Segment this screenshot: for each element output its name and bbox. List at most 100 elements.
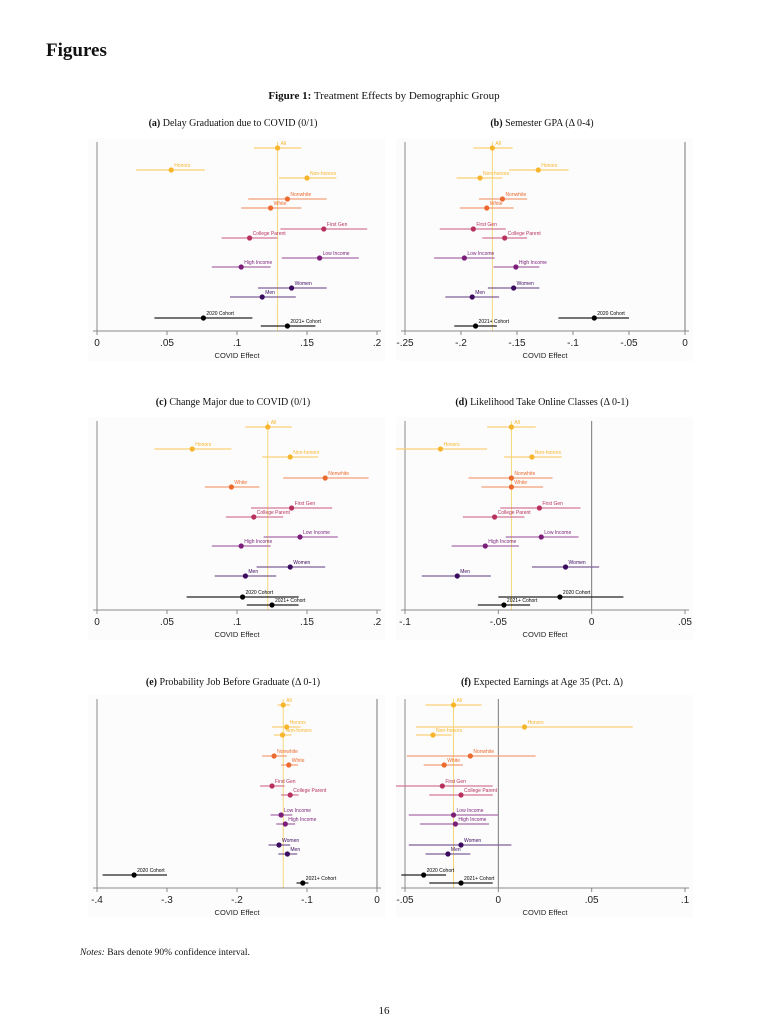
x-tick-label: -.3 xyxy=(161,895,173,906)
point-estimate xyxy=(470,226,476,232)
data-point-low-income: Low Income xyxy=(263,530,338,540)
point-label: All xyxy=(286,698,292,704)
point-estimate xyxy=(450,702,457,708)
data-point-2021-cohort: 2021+ Cohort xyxy=(454,319,510,329)
point-label: College Parent xyxy=(508,231,542,237)
point-label: Nonwhite xyxy=(514,471,535,477)
point-estimate xyxy=(251,514,257,520)
point-label: 2020 Cohort xyxy=(597,311,625,317)
point-label: 2020 Cohort xyxy=(206,311,234,317)
x-tick-label: .05 xyxy=(160,617,174,628)
point-estimate xyxy=(322,475,328,481)
point-estimate xyxy=(557,594,563,600)
point-label: High Income xyxy=(519,260,547,266)
point-label: White xyxy=(447,758,460,764)
data-point-college-parent: College Parent xyxy=(462,510,531,520)
panel-title-a: (a) Delay Graduation due to COVID (0/1) xyxy=(83,118,383,129)
point-label: All xyxy=(281,141,287,147)
point-estimate xyxy=(484,205,490,211)
panel-label-f: (f) xyxy=(461,677,472,688)
data-point-2020-cohort: 2020 Cohort xyxy=(498,590,624,600)
data-point-high-income: High Income xyxy=(493,260,547,270)
point-label: 2020 Cohort xyxy=(427,868,455,874)
data-point-nonwhite: Nonwhite xyxy=(406,749,536,759)
point-label: Non-honors xyxy=(293,450,320,456)
point-estimate xyxy=(287,792,293,798)
point-estimate xyxy=(289,505,295,511)
point-label: Low Income xyxy=(467,251,494,257)
point-label: Nonwhite xyxy=(290,192,311,198)
panel-title-text-c: Change Major due to COVID (0/1) xyxy=(169,397,311,408)
figure-label: Figure 1: xyxy=(268,90,312,102)
point-estimate xyxy=(529,454,535,460)
point-label: 2021+ Cohort xyxy=(479,319,510,325)
data-point-2021-cohort: 2021+ Cohort xyxy=(429,876,495,886)
page-number: 16 xyxy=(378,1005,390,1017)
data-point-honors: Honors xyxy=(396,442,488,452)
chart-panel-e: -.4 -.3 -.2 -.1 0 COVID Effect All Honors Non-ho… xyxy=(88,695,385,918)
point-label: Women xyxy=(517,281,534,287)
data-point-college-parent: College Parent xyxy=(482,231,541,241)
point-estimate xyxy=(300,880,306,886)
plot-background xyxy=(396,417,693,640)
data-point-2021-cohort: 2021+ Cohort xyxy=(260,319,321,329)
chart-panel-d: -.1 -.05 0 .05 COVID Effect All Honors Non-hono… xyxy=(396,417,693,640)
panel-title-b: (b) Semester GPA (Δ 0-4) xyxy=(392,118,692,129)
point-estimate xyxy=(439,783,445,789)
data-point-high-income: High Income xyxy=(211,539,272,549)
point-estimate xyxy=(238,264,244,270)
point-label: 2021+ Cohort xyxy=(464,876,495,882)
x-tick-label: .05 xyxy=(585,895,599,906)
data-point-men: Men xyxy=(214,569,277,579)
point-label: First Gen xyxy=(295,501,316,507)
point-label: Low Income xyxy=(544,530,571,536)
section-heading: Figures xyxy=(46,40,107,61)
point-estimate xyxy=(268,205,274,211)
x-axis-label: COVID Effect xyxy=(215,630,261,639)
chart-panel-c: 0 .05 .1 .15 .2 COVID Effect All Honors Non-hono… xyxy=(88,417,385,640)
plot-background xyxy=(88,138,385,361)
data-point-non-honors: Non-honors xyxy=(274,728,312,738)
point-estimate xyxy=(289,285,295,291)
point-estimate xyxy=(562,564,569,570)
data-point-2020-cohort: 2020 Cohort xyxy=(558,311,629,321)
point-label: College Parent xyxy=(253,231,287,237)
point-label: White xyxy=(490,201,503,207)
point-estimate xyxy=(287,564,293,570)
data-point-women: Women xyxy=(531,560,600,570)
point-label: Women xyxy=(464,838,481,844)
panel-label-a: (a) xyxy=(148,118,161,129)
data-point-all: All xyxy=(487,420,536,430)
x-tick-label: .15 xyxy=(300,338,314,349)
data-point-women: Women xyxy=(256,560,326,570)
data-point-men: Men xyxy=(278,847,300,857)
data-point-women: Women xyxy=(268,838,299,848)
point-label: First Gen xyxy=(476,222,497,228)
data-point-white: White xyxy=(459,201,514,211)
x-tick-label: -.15 xyxy=(508,338,526,349)
point-estimate xyxy=(458,842,464,848)
point-label: First Gen xyxy=(542,501,563,507)
point-estimate xyxy=(200,315,206,321)
x-tick-label: 0 xyxy=(589,617,595,628)
data-point-white: White xyxy=(481,480,544,490)
point-label: Women xyxy=(569,560,586,566)
plot-background xyxy=(88,695,385,918)
chart-panel-a: 0 .05 .1 .15 .2 COVID Effect All Honors Non-hono… xyxy=(88,138,385,361)
x-tick-label: -.25 xyxy=(396,338,414,349)
data-point-white: White xyxy=(204,480,260,490)
point-label: First Gen xyxy=(327,222,348,228)
point-estimate xyxy=(511,285,517,291)
point-estimate xyxy=(238,543,244,549)
point-estimate xyxy=(469,294,475,300)
data-point-non-honors: Non-honors xyxy=(503,450,562,460)
point-label: Low Income xyxy=(323,251,350,257)
point-label: All xyxy=(514,420,520,426)
x-tick-label: -.05 xyxy=(490,617,508,628)
data-point-college-parent: College Parent xyxy=(429,788,498,798)
point-label: 2021+ Cohort xyxy=(290,319,321,325)
point-label: Honors xyxy=(541,163,558,169)
point-label: High Income xyxy=(458,817,486,823)
x-tick-label: -.4 xyxy=(91,895,103,906)
point-estimate xyxy=(538,534,544,540)
